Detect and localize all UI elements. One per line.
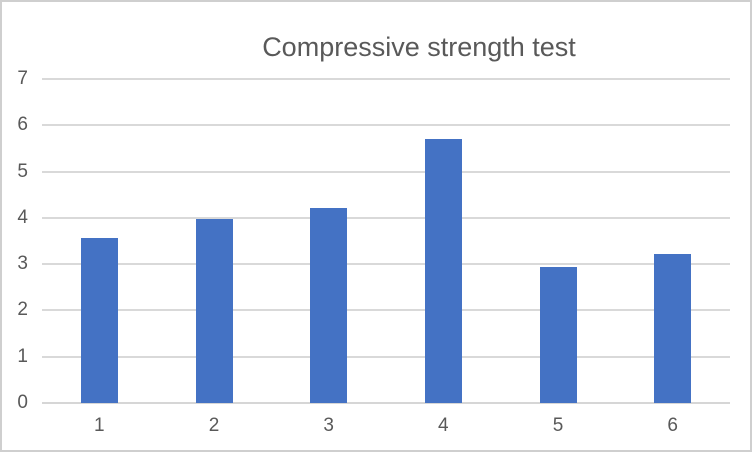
x-axis-line (42, 402, 730, 404)
y-axis-tick-label-0: 0 (17, 392, 28, 413)
plot-area (42, 78, 730, 404)
chart-title: Compressive strength test (262, 32, 576, 62)
x-axis-tick-label-4: 4 (438, 415, 449, 436)
gridline-y2 (42, 309, 730, 312)
y-axis-tick-label-5: 5 (17, 160, 28, 182)
bar-category-3[interactable] (310, 207, 348, 403)
bar-category-4[interactable] (424, 138, 462, 403)
y-axis-tick-label-4: 4 (17, 206, 28, 228)
gridline-y4 (42, 216, 730, 219)
y-axis-tick-label-3: 3 (17, 253, 28, 275)
y-axis-tick-label-2: 2 (17, 299, 28, 321)
y-axis-tick-label-7: 7 (17, 68, 28, 89)
bar-category-6[interactable] (654, 254, 692, 403)
gridline-y5 (42, 170, 730, 173)
gridline-y1 (42, 355, 730, 358)
bar-category-2[interactable] (195, 219, 233, 403)
x-axis-tick-label-3: 3 (323, 415, 334, 436)
x-axis-tick-label-5: 5 (552, 415, 564, 436)
gridline-y3 (42, 263, 730, 266)
gridline-y7 (42, 78, 730, 80)
x-axis-tick-label-2: 2 (208, 415, 220, 436)
x-axis-tick-label-6: 6 (667, 415, 678, 436)
y-axis-tick-label-6: 6 (17, 114, 28, 136)
gridline-y6 (42, 124, 730, 127)
x-axis-tick-label-1: 1 (94, 415, 105, 436)
bar-category-1[interactable] (80, 237, 118, 403)
bar-category-5[interactable] (539, 267, 577, 403)
y-axis-tick-label-1: 1 (17, 345, 28, 367)
